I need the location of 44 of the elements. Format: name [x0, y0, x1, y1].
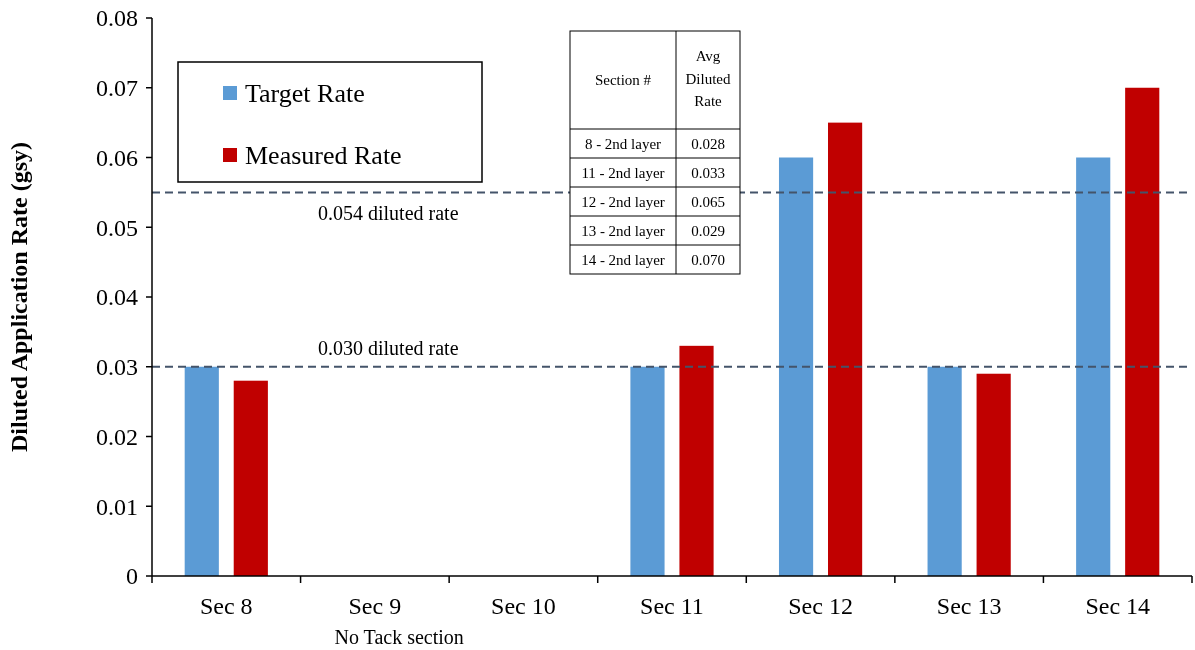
y-tick-label: 0.08	[96, 5, 138, 32]
annotation: 0.028	[691, 135, 725, 152]
y-tick-label: 0.03	[96, 354, 138, 381]
y-tick-label: 0.07	[96, 75, 138, 102]
annotation: 14 - 2nd layer	[581, 251, 665, 268]
bar	[778, 157, 814, 576]
annotation: 8 - 2nd layer	[584, 135, 662, 152]
bar	[1125, 87, 1160, 576]
y-tick-label: 0.01	[96, 493, 138, 520]
annotation: 0.070	[691, 251, 725, 268]
bar	[630, 366, 665, 576]
ref-line-label: 0.030 diluted rate	[318, 336, 459, 359]
bar	[233, 380, 268, 576]
x-tick-label: Sec 10	[491, 593, 556, 619]
bar	[828, 122, 863, 576]
bar	[184, 366, 219, 576]
y-axis-title: Diluted Application Rate (gsy)	[6, 141, 32, 453]
annotation: Avg Diluted Rate	[685, 48, 731, 110]
annotation: 0.065	[691, 193, 725, 210]
legend-label: Measured Rate	[245, 141, 402, 171]
ref-line-label: 0.054 diluted rate	[318, 202, 459, 225]
bar	[1076, 157, 1111, 576]
annotation: Section #	[594, 72, 652, 89]
legend-label: Target Rate	[245, 79, 365, 109]
y-tick-label: 0.05	[96, 214, 138, 241]
x-tick-label: Sec 13	[936, 593, 1002, 619]
x-tick-label: Sec 8	[199, 593, 253, 619]
bar	[927, 366, 962, 576]
y-tick-label: 0.02	[96, 423, 138, 450]
annotation: 0.033	[691, 164, 725, 181]
x-tick-label: Sec 14	[1085, 593, 1151, 619]
bar	[976, 373, 1011, 576]
bar	[679, 345, 714, 576]
y-tick-label: 0.06	[96, 144, 138, 171]
annotation: 11 - 2nd layer	[581, 164, 665, 181]
text: No Tack section	[334, 626, 464, 648]
annotation: 12 - 2nd layer	[581, 193, 665, 210]
annotation: 13 - 2nd layer	[581, 222, 665, 239]
annotation: 0.029	[691, 222, 725, 239]
x-tick-label: Sec 11	[640, 593, 704, 619]
y-tick-label: 0	[126, 563, 138, 590]
x-tick-label: Sec 9	[348, 593, 402, 619]
x-tick-label: Sec 12	[788, 593, 853, 619]
y-tick-label: 0.04	[96, 284, 138, 311]
